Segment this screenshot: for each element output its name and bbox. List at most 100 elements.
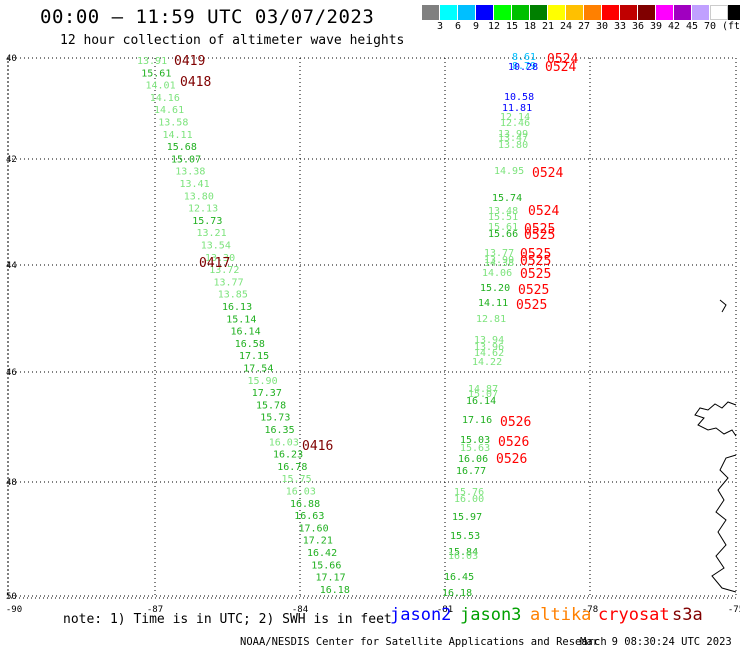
legend-swatch [692, 5, 710, 20]
wave-height-value: 12.13 [188, 204, 218, 215]
coastline [694, 401, 737, 437]
pass-time-label: 0524 [545, 60, 576, 75]
wave-height-value: 8.61 [512, 52, 536, 63]
wave-height-value: 15.63 [460, 443, 490, 454]
wave-height-value: 13.85 [218, 290, 248, 301]
legend-label: 24 [559, 21, 573, 32]
wave-height-value: 13.38 [175, 167, 205, 178]
pass-time-label: 0524 [547, 52, 578, 67]
longitude-label: -90 [6, 605, 22, 615]
legend-swatch [584, 5, 602, 20]
satellite-name: altika [530, 605, 592, 625]
wave-height-value: 16.03 [448, 551, 478, 562]
legend-label: 18 [523, 21, 537, 32]
page-title: 00:00 – 11:59 UTC 03/07/2023 [40, 6, 375, 28]
longitude-label: -75 [728, 605, 740, 615]
wave-height-value: 16.58 [235, 339, 265, 350]
coastline [719, 299, 727, 313]
wave-height-value: 15.75 [282, 474, 312, 485]
wave-height-value: 16.18 [320, 585, 350, 596]
wave-height-value: 15.66 [488, 229, 518, 240]
wave-height-value: 16.45 [444, 572, 474, 583]
wave-height-value: 13.41 [180, 179, 210, 190]
legend-swatch [440, 5, 458, 20]
footer-note: note: 1) Time is in UTC; 2) SWH is in fe… [63, 612, 392, 627]
pass-time-label: 0418 [180, 75, 211, 90]
legend-swatch [530, 5, 548, 20]
wave-height-value: 14.01 [146, 81, 176, 92]
pass-time-label: 0526 [498, 435, 529, 450]
longitude-label: -84 [292, 605, 308, 615]
wave-height-value: 13.48 [488, 206, 518, 217]
wave-height-value: 14.61 [154, 105, 184, 116]
legend-label: 21 [541, 21, 555, 32]
wave-height-value: 15.51 [488, 212, 518, 223]
wave-height-value: 15.73 [260, 413, 290, 424]
wave-height-value: 12.14 [500, 112, 530, 123]
generation-timestamp: Mar 9 08:30:24 UTC 2023 [580, 636, 732, 648]
wave-height-value: 14.16 [150, 93, 180, 104]
legend-label: 15 [505, 21, 519, 32]
wave-height-value: 13.30 [205, 253, 235, 264]
pass-time-label: 0526 [496, 452, 527, 467]
wave-height-value: 16.00 [454, 494, 484, 505]
page-subtitle: 12 hour collection of altimeter wave hei… [60, 33, 405, 48]
wave-height-value: 13.80 [184, 191, 214, 202]
wave-height-value: 13.91 [137, 56, 167, 67]
wave-height-value: 15.73 [192, 216, 222, 227]
wave-height-value: 10.58 [504, 92, 534, 103]
latitude-label: 42 [6, 155, 17, 165]
wave-height-value: 16.88 [290, 499, 320, 510]
legend-label: 70 [703, 21, 717, 32]
coastline [711, 454, 737, 593]
wave-height-value: 15.78 [256, 400, 286, 411]
legend-swatch [710, 5, 728, 20]
legend-swatch [422, 5, 440, 20]
wave-height-value: 16.13 [222, 302, 252, 313]
wave-height-value: 13.77 [214, 277, 244, 288]
wave-height-value: 16.18 [442, 588, 472, 599]
wave-height-value: 16.06 [458, 454, 488, 465]
latitude-label: 46 [6, 368, 17, 378]
wave-height-value: 15.90 [248, 376, 278, 387]
legend-swatch [728, 5, 740, 20]
wave-height-value: 14.22 [472, 357, 502, 368]
pass-time-label: 0419 [174, 54, 205, 69]
latitude-label: 40 [6, 54, 17, 64]
wave-height-value: 15.14 [226, 314, 256, 325]
pass-time-label: 0525 [524, 228, 555, 243]
wave-height-value: 16.35 [265, 425, 295, 436]
latitude-label: 48 [6, 478, 17, 488]
wave-height-value: 15.07 [171, 154, 201, 165]
legend-swatch [458, 5, 476, 20]
wave-height-value: 14.06 [482, 268, 512, 279]
wave-height-value: 17.60 [299, 523, 329, 534]
legend-swatch [674, 5, 692, 20]
wave-height-value: 8.79 [512, 61, 536, 72]
wave-height-value: 16.03 [269, 437, 299, 448]
satellite-name: s3a [672, 605, 703, 625]
wave-height-value: 10.28 [508, 62, 538, 73]
wave-height-value: 15.66 [311, 560, 341, 571]
wave-height-value: 11.81 [502, 103, 532, 114]
wave-height-value: 15.76 [454, 487, 484, 498]
longitude-label: -87 [147, 605, 163, 615]
wave-height-value: 16.23 [273, 450, 303, 461]
pass-time-label: 0525 [520, 254, 551, 269]
pass-time-label: 0524 [528, 204, 559, 219]
wave-height-value: 13.58 [158, 118, 188, 129]
pass-time-label: 0525 [520, 267, 551, 282]
legend-swatch [566, 5, 584, 20]
legend-label: 9 [472, 21, 480, 32]
legend-swatch [602, 5, 620, 20]
legend-swatch [476, 5, 494, 20]
wave-height-value: 16.77 [456, 466, 486, 477]
legend-label: 36 [631, 21, 645, 32]
wave-height-value: 13.99 [498, 129, 528, 140]
wave-height-value: 16.78 [277, 462, 307, 473]
wave-height-value: 13.21 [197, 228, 227, 239]
wave-height-value: 15.07 [468, 389, 498, 400]
wave-height-value: 14.87 [468, 384, 498, 395]
